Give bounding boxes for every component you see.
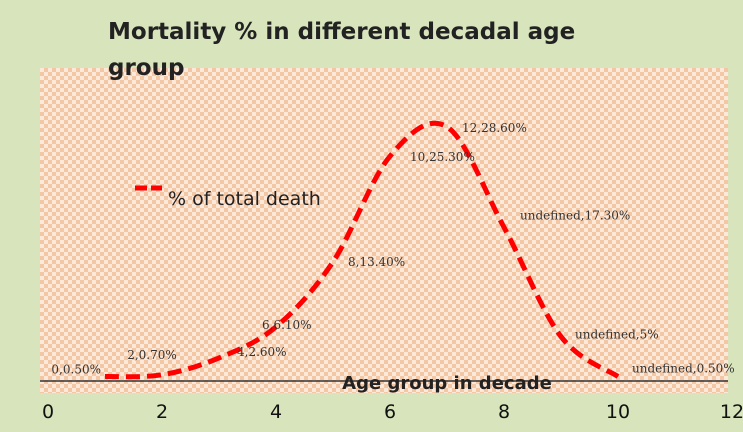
data-label: undefined,5% (575, 328, 659, 342)
data-label: 12,28.60% (462, 121, 527, 135)
data-label: 0,0.50% (51, 363, 101, 377)
x-tick-label: 6 (384, 401, 396, 423)
data-label: undefined,17.30% (520, 208, 630, 222)
x-tick-label: 0 (42, 401, 54, 423)
data-label: 10,25.30% (410, 150, 475, 164)
chart-title: Mortality % in different decadal age gro… (108, 19, 576, 81)
data-label: undefined,0.50% (632, 362, 735, 376)
legend-label: % of total death (168, 188, 321, 210)
x-tick-label: 8 (498, 401, 510, 423)
x-tick-label: 10 (606, 401, 630, 423)
line (104, 120, 620, 380)
data-label: 8,13.40% (348, 255, 405, 269)
plot-area (40, 68, 728, 393)
data-label: 6,6.10% (262, 318, 312, 332)
data-label: 4,2.60% (237, 345, 287, 359)
data-label: 2,0.70% (127, 348, 177, 362)
x-axis-label: Age group in decade (342, 373, 552, 394)
x-tick-label: 12 (720, 401, 743, 423)
x-tick-label: 2 (156, 401, 168, 423)
x-tick-label: 4 (270, 401, 282, 423)
